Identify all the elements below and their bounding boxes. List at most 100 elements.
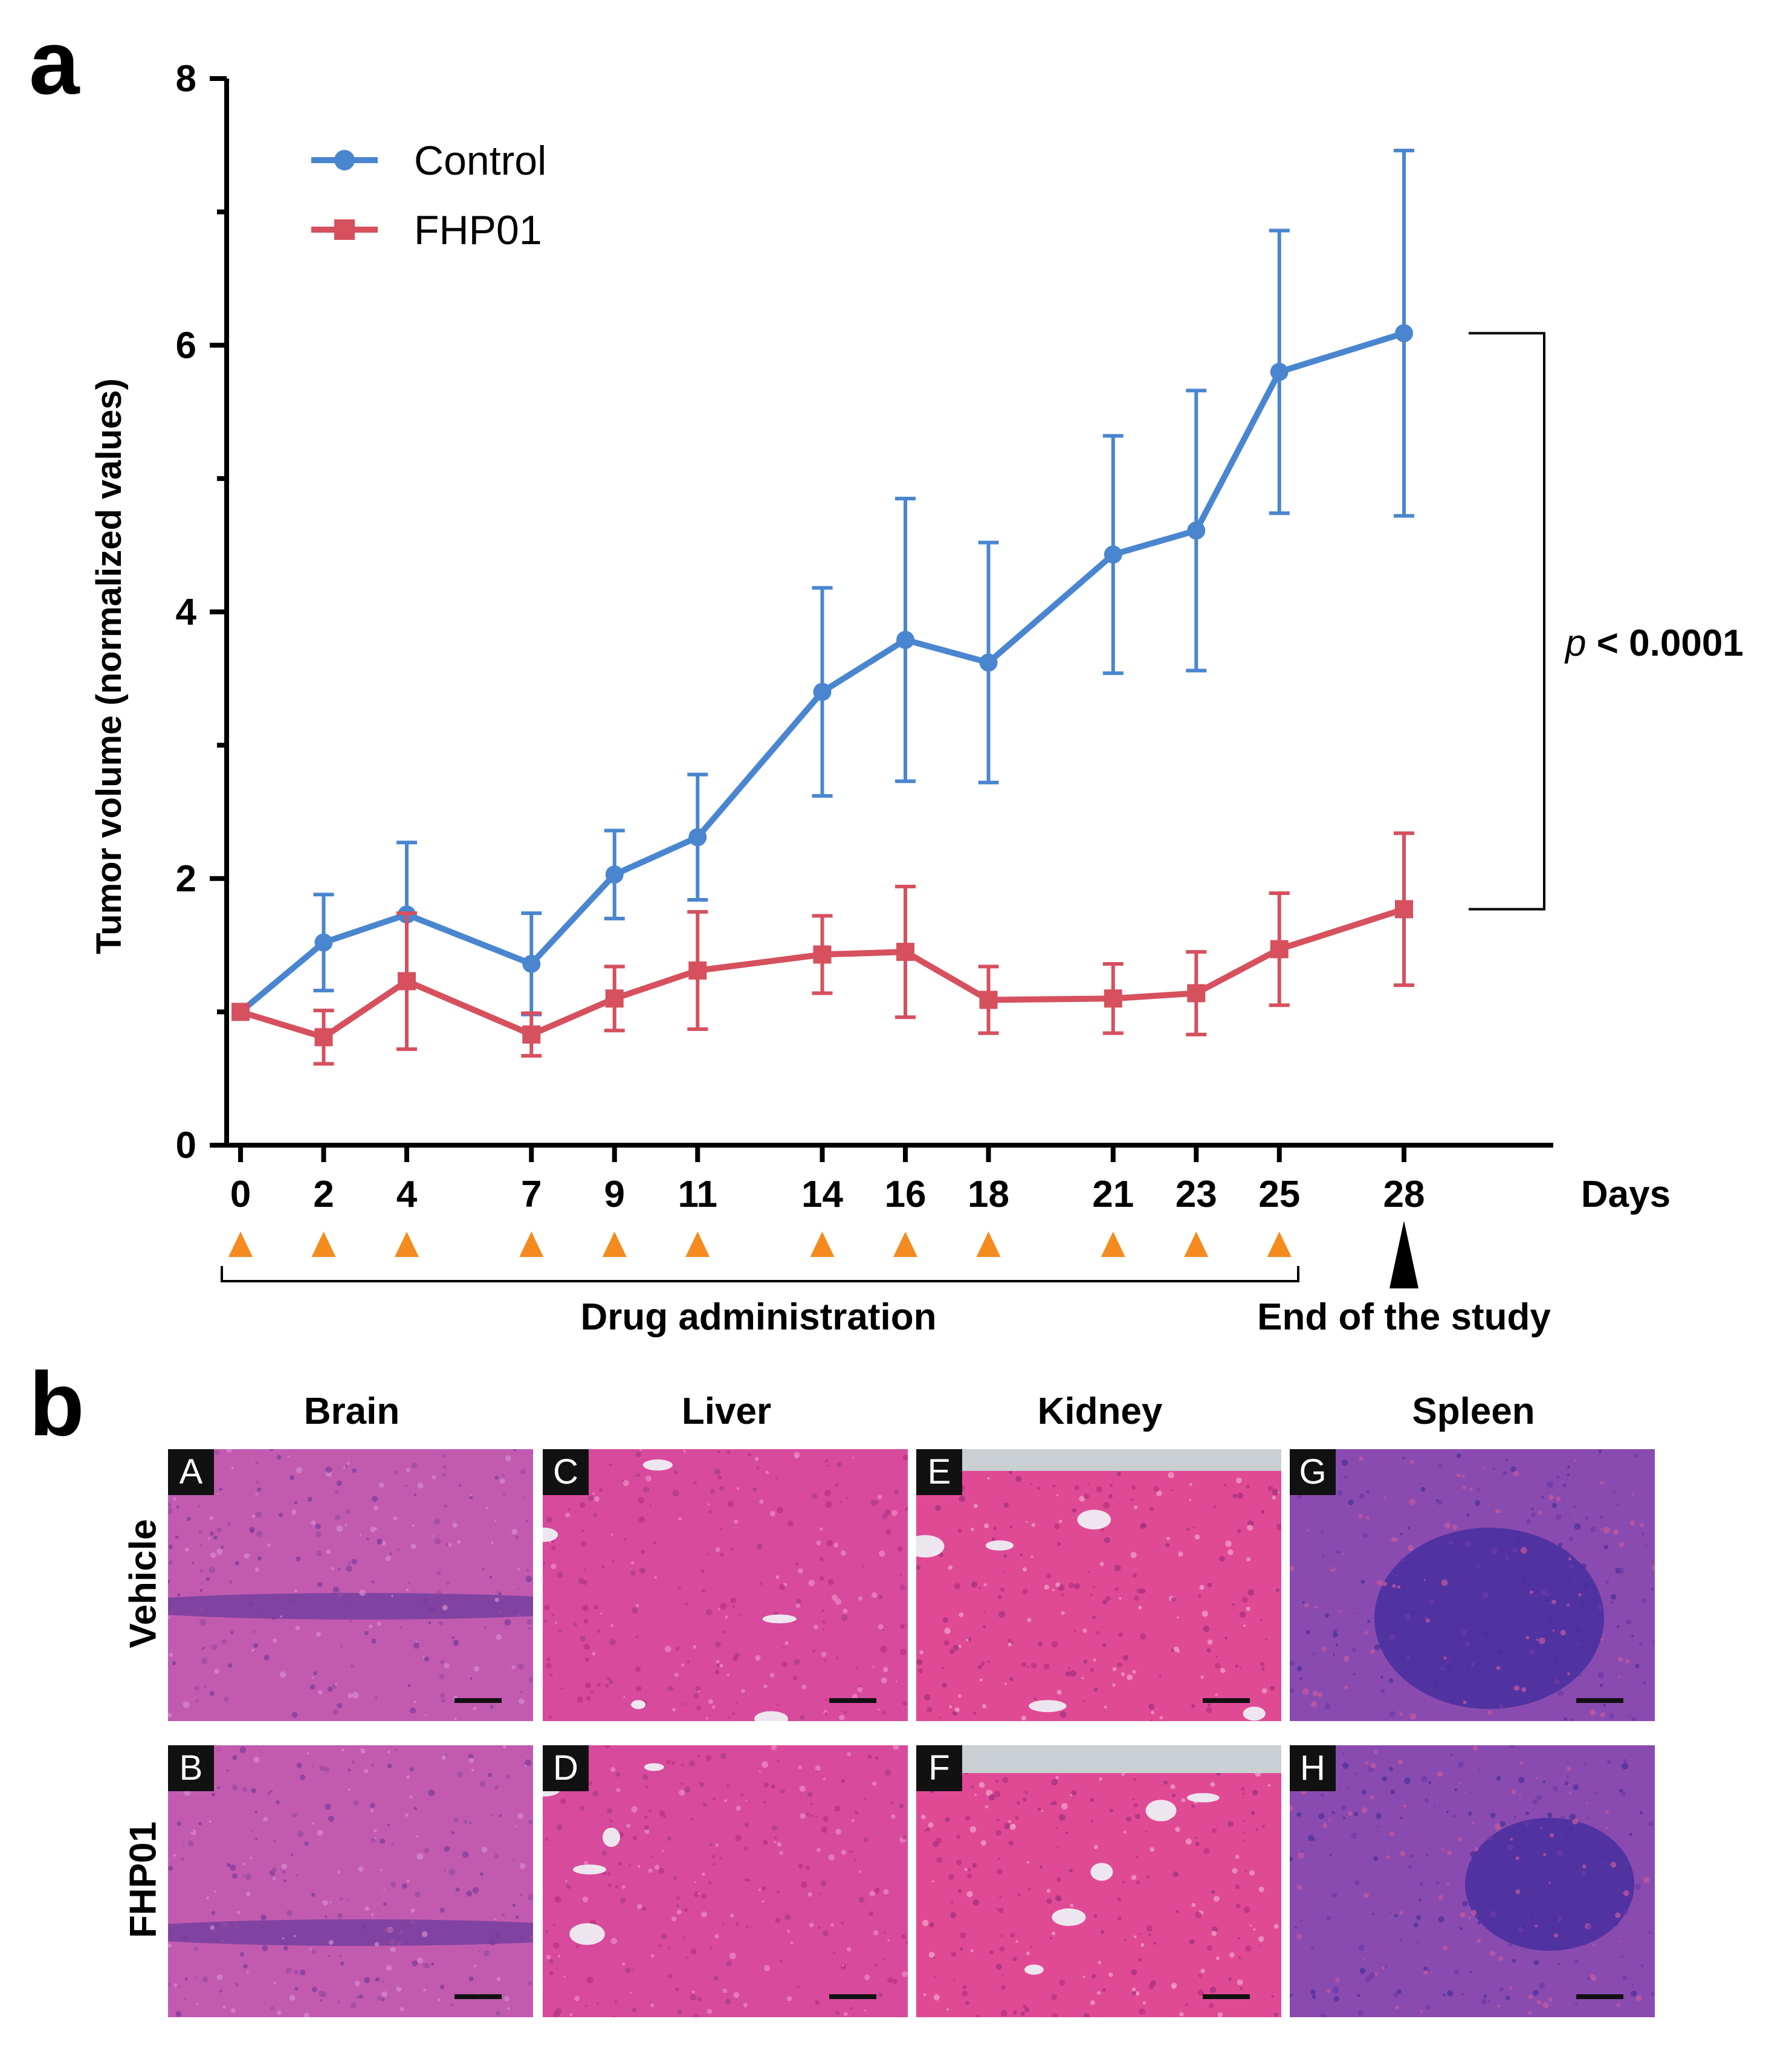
image-badge: B <box>168 1745 214 1791</box>
dose-marker <box>893 1232 917 1257</box>
dose-marker <box>228 1232 253 1257</box>
column-title-spleen: Spleen <box>1412 1391 1535 1432</box>
image-badge: C <box>543 1449 589 1495</box>
end-of-study-label: End of the study <box>1257 1296 1551 1338</box>
histology-image-kidney-fhp01: F <box>916 1745 1281 2017</box>
scale-bar <box>829 1698 876 1703</box>
tissue-texture <box>543 1745 908 2017</box>
x-tick-label: 7 <box>521 1174 542 1215</box>
data-point <box>605 989 624 1008</box>
data-point <box>688 828 707 847</box>
tissue-texture <box>543 1449 908 1721</box>
x-tick-label: 0 <box>230 1174 251 1215</box>
histology-image-liver-fhp01: D <box>543 1745 908 2017</box>
x-tick-label: 16 <box>885 1174 927 1215</box>
tissue-texture <box>168 1449 533 1721</box>
data-point <box>1270 940 1289 958</box>
panel-b-label: b <box>29 1353 85 1455</box>
row-label-vehicle: Vehicle <box>122 1519 164 1649</box>
y-axis-label: Tumor volume (normalized values) <box>89 378 129 954</box>
tissue-texture <box>1290 1745 1655 2017</box>
scale-bar <box>829 1994 876 1999</box>
data-point <box>522 1025 541 1044</box>
dose-marker <box>311 1232 336 1257</box>
data-point <box>1187 521 1206 540</box>
image-badge: F <box>916 1745 962 1791</box>
drug-administration-label: Drug administration <box>580 1296 936 1338</box>
scale-bar <box>1576 1698 1623 1703</box>
data-point <box>1395 900 1413 919</box>
histology-image-kidney-vehicle: E <box>916 1449 1281 1721</box>
image-badge: H <box>1290 1745 1336 1791</box>
data-point <box>1395 324 1413 343</box>
dose-marker <box>1184 1232 1209 1257</box>
image-badge: E <box>916 1449 962 1495</box>
scale-bar <box>454 1698 502 1703</box>
x-tick-label: 25 <box>1258 1174 1300 1215</box>
scale-bar <box>1203 1698 1250 1703</box>
column-title-liver: Liver <box>681 1391 772 1432</box>
histology-image-brain-fhp01: B <box>168 1745 533 2017</box>
tumor-volume-chart: 0 2 4 6 8 0 2 4 7 9 11 14 16 18 21 23 25 28 Days Tumor volu… <box>89 58 1744 1338</box>
data-point <box>231 1003 250 1021</box>
data-point <box>398 972 416 990</box>
tissue-texture <box>916 1745 1281 2017</box>
drug-administration-bracket <box>221 1266 1299 1282</box>
data-point <box>1104 545 1122 564</box>
dose-marker <box>976 1232 1001 1257</box>
scale-bar <box>1576 1994 1623 1999</box>
x-tick-label: 9 <box>604 1174 625 1215</box>
significance-label: p < 0.0001 <box>1564 622 1744 664</box>
dose-marker <box>685 1232 710 1257</box>
y-tick-label: 0 <box>176 1125 196 1166</box>
data-point <box>979 653 998 672</box>
dose-marker <box>602 1232 627 1257</box>
x-tick-label: 14 <box>801 1174 843 1215</box>
significance-bracket <box>1469 332 1545 911</box>
tissue-texture <box>1290 1449 1655 1721</box>
dose-marker <box>810 1232 835 1257</box>
data-point <box>688 961 707 980</box>
series-fhp01 <box>231 831 1414 1066</box>
histology-image-liver-vehicle: C <box>543 1449 908 1721</box>
legend-label-control: Control <box>414 138 546 184</box>
dose-marker <box>1267 1232 1292 1257</box>
image-badge: D <box>543 1745 589 1791</box>
x-tick-label: 23 <box>1176 1174 1217 1215</box>
x-tick-label: 28 <box>1383 1174 1425 1215</box>
x-tick-label: 2 <box>313 1174 334 1215</box>
x-axis-label: Days <box>1581 1174 1671 1215</box>
legend-label-fhp01: FHP01 <box>414 207 542 253</box>
y-tick-label: 8 <box>176 58 196 100</box>
data-point <box>1187 984 1206 1003</box>
histology-image-brain-vehicle: A <box>168 1449 533 1721</box>
data-point <box>813 945 832 964</box>
row-label-fhp01: FHP01 <box>122 1821 164 1938</box>
y-tick-label: 2 <box>176 858 196 900</box>
image-badge: G <box>1290 1449 1336 1495</box>
x-tick-label: 18 <box>968 1174 1009 1215</box>
data-point <box>1104 989 1122 1008</box>
panel-a-label: a <box>29 11 80 113</box>
dose-marker <box>1101 1232 1125 1257</box>
legend-marker-control <box>334 150 355 170</box>
tissue-texture <box>916 1449 1281 1721</box>
legend-marker-fhp01 <box>334 219 355 240</box>
x-tick-label: 4 <box>396 1174 418 1215</box>
data-point <box>896 630 914 649</box>
data-point <box>896 943 914 961</box>
x-tick-label: 21 <box>1092 1174 1134 1215</box>
dose-marker <box>519 1232 544 1257</box>
x-tick-label: 11 <box>678 1174 717 1215</box>
histology-image-spleen-vehicle: G <box>1290 1449 1655 1721</box>
data-point <box>813 682 832 701</box>
y-tick-label: 6 <box>176 325 196 366</box>
series-control <box>231 149 1414 1021</box>
column-title-kidney: Kidney <box>1037 1391 1163 1432</box>
histology-image-spleen-fhp01: H <box>1290 1745 1655 2017</box>
scale-bar <box>1203 1994 1250 1999</box>
tissue-texture <box>168 1745 533 2017</box>
data-point <box>979 990 998 1009</box>
y-tick-label: 4 <box>176 592 197 633</box>
data-point <box>605 865 624 884</box>
